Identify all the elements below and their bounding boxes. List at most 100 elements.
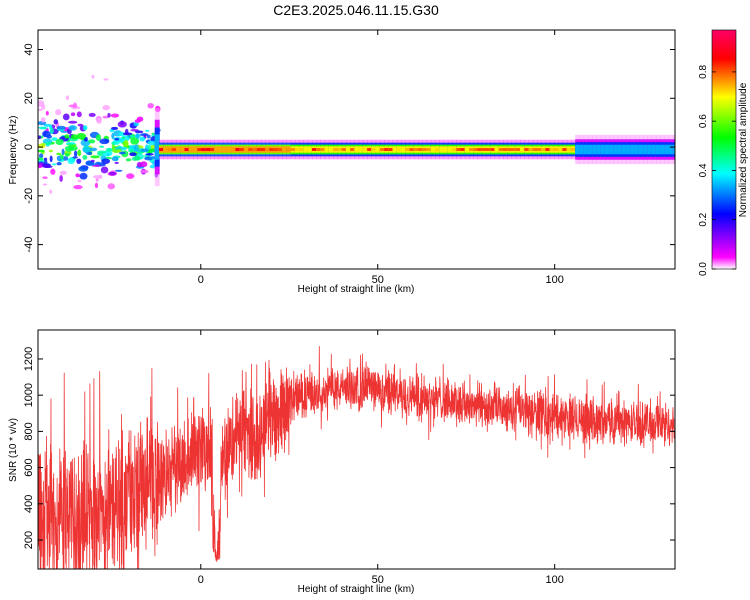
spectrogram-blob [42,183,48,186]
snr-y-label: SNR (10 * v/v) [8,418,19,482]
spectrogram-ridge-cell [430,147,436,152]
spectrogram-ridge-peak [396,148,402,151]
spectrogram-ridge-peak [362,148,368,151]
spectrogram-ridge-cell [392,147,398,152]
spectrogram-blob [64,145,74,152]
spectrogram-ridge-peak [184,148,190,151]
spectrogram-blob [88,139,96,144]
spectrogram-ridge-peak [477,148,483,151]
spectrogram-ridge-cell [180,147,186,152]
snr-ytick-label: 600 [23,458,35,476]
spectrogram-ridge-peak [171,148,177,151]
spectrogram-ridge-cell [303,147,309,152]
spectrogram-blob [59,174,63,182]
spectrogram-blob [59,170,67,175]
spectrogram-ridge-peak [316,148,322,151]
spectrogram-blob [82,154,88,160]
spectrogram-ridge-peak [490,148,496,151]
spectrogram-ridge-peak [422,148,428,151]
spectrogram-ridge-peak [235,148,241,151]
spectrogram-blob [89,147,98,152]
spectrogram-blob [95,178,99,182]
spectrogram-ridge-peak [405,148,411,151]
spectrogram-ridge-peak [239,148,245,151]
spectrogram-ridge-peak [256,148,262,151]
spectrogram-ridge-cell [664,146,670,153]
spectrogram-blob [38,135,42,140]
spectrogram-ridge-peak [541,148,547,151]
spectrogram-ridge-peak [562,148,568,151]
spectrogram-blob [107,183,116,190]
spectrogram-blob [114,137,120,141]
spectrogram-ridge-peak [481,148,487,151]
spectrogram-blob [97,150,107,154]
spectrogram-ridge-peak [528,148,534,151]
spectrogram-blob [55,138,64,146]
spectrogram-blob [39,126,48,130]
spectrogram-ridge-cell [375,147,381,152]
spectrogram-ridge-peak [371,148,377,151]
spectrogram-ridge-cell [193,147,198,152]
spectrogram-ridge-cell [660,146,665,153]
spectrogram-ridge-peak [553,148,559,151]
spectrogram-blob [145,129,150,132]
spectrogram-ridge-cell [604,146,610,153]
spectrogram-ridge-cell [592,146,598,153]
spectrogram-ridge-cell [226,147,232,152]
spectrogram-ridge-peak [333,148,338,151]
spectrogram-field [38,74,675,194]
spectrogram-ridge-peak [456,148,462,151]
spectrogram-blob [102,104,111,111]
spectrogram-blob [114,161,119,165]
spectrogram-blob [90,155,100,159]
spectrogram-blob [105,147,113,152]
spectrogram-ridge-peak [486,148,491,151]
spectrogram-ridge-peak [460,148,466,151]
spectrogram-blob [68,125,78,131]
spectrogram-blob [77,149,82,157]
spectrogram-blob [70,134,78,140]
spectrogram-ridge-peak [388,148,394,151]
spectrogram-ridge-peak [524,148,530,151]
spectrogram-blob [133,156,141,161]
spectrogram-ytick-label: 40 [23,43,35,55]
spectrogram-blob [43,123,51,127]
spectrogram-frame [37,29,676,270]
spectrogram-ridge-peak [358,148,364,151]
spectrogram-blob [49,155,53,163]
spectrogram-blob [111,156,119,162]
spectrogram-blob [41,142,46,147]
spectrogram-blob [73,185,83,190]
snr-xtick-label: 100 [545,574,563,586]
snr-ytick-label: 1000 [23,383,35,407]
spectrogram-blob [121,136,126,140]
spectrogram-ridge-peak [350,148,355,151]
spectrogram-blob [38,157,44,161]
spectrogram-ridge-peak [549,148,555,151]
spectrogram-ridge-peak [290,148,296,151]
spectrogram-blob [123,139,129,147]
spectrogram-ridge-cell [621,146,627,153]
spectrogram-ticks: 0 50 100 -40 -20 0 20 40 [23,30,675,286]
spectrogram-ridge-cell [609,146,615,153]
snr-series-line [38,346,675,569]
spectrogram-ridge-cell [354,147,360,152]
spectrogram-ridge-peak [273,148,279,151]
spectrogram-ridge-peak [435,148,440,151]
spectrogram-blob [98,174,103,180]
spectrogram-blob [55,109,62,116]
spectrogram-ridge-peak [426,148,432,151]
spectrogram-blob [64,153,70,157]
spectrogram-blob [99,145,105,148]
spectrogram-ridge-cell [282,147,288,152]
spectrogram-ridge-cell [328,147,334,152]
spectrogram-ridge-peak [231,148,237,151]
spectrogram-blob [108,171,117,176]
spectrogram-blob [52,163,57,166]
spectrogram-ridge-cell [188,147,194,152]
spectrogram-blob [42,176,48,179]
spectrogram-ridge-cell [345,147,351,152]
spectrogram-blob [38,100,45,107]
spectrogram-blob [117,121,127,128]
spectrogram-blob [102,115,109,119]
